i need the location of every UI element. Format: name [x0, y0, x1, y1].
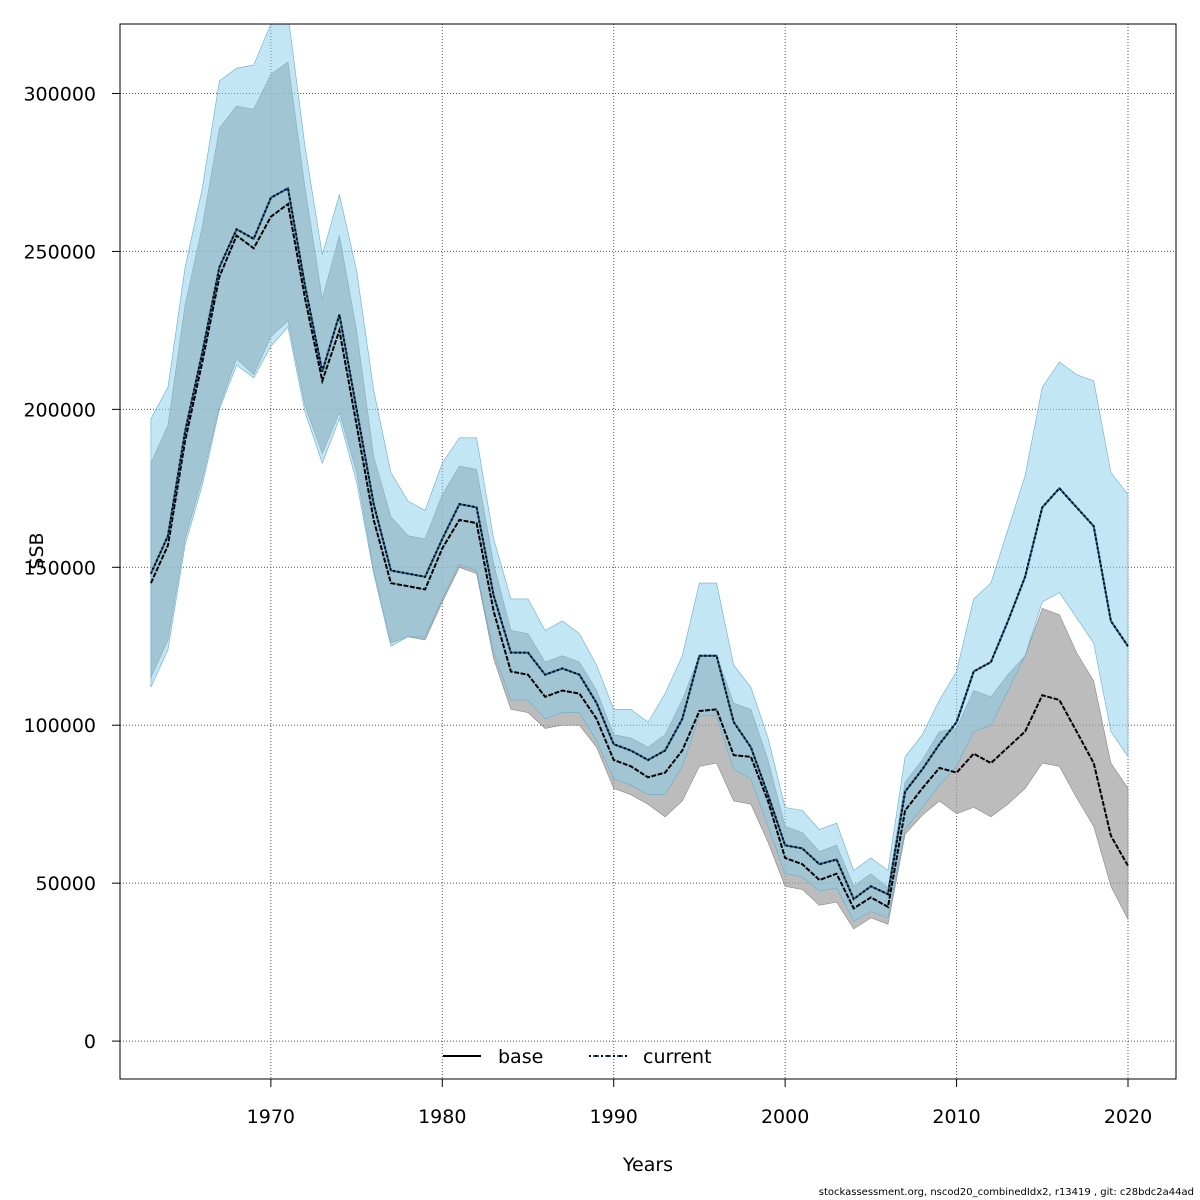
x-tick-label: 1970: [247, 1106, 295, 1128]
x-axis-title: Years: [622, 1154, 673, 1176]
legend-label-base: base: [498, 1046, 543, 1068]
y-tick-label: 300000: [23, 83, 96, 105]
y-tick-label: 200000: [23, 399, 96, 421]
y-tick-label: 100000: [23, 715, 96, 737]
x-tick-label: 1980: [418, 1106, 466, 1128]
series-lines: [149, 186, 1129, 910]
legend-label-current: current: [643, 1046, 712, 1068]
band-current: [150, 24, 1129, 922]
y-tick-label: 150000: [23, 557, 96, 579]
y-axis-title: SSB: [26, 532, 48, 569]
x-tick-label: 2000: [761, 1106, 809, 1128]
series-line-current: [149, 186, 1129, 901]
x-axis: 1970 1980 1990 2000 2010 2020: [247, 1078, 1152, 1128]
x-tick-label: 2020: [1104, 1106, 1152, 1128]
y-axis: 0 50000 100000 150000 200000 250000 300000: [23, 83, 121, 1053]
footer-credit: stockassessment.org, nscod20_combinedIdx…: [818, 1187, 1194, 1198]
x-tick-label: 1990: [590, 1106, 638, 1128]
y-tick-label: 50000: [36, 873, 96, 895]
x-tick-label: 2010: [932, 1106, 980, 1128]
legend: base current: [443, 1046, 712, 1068]
y-tick-label: 0: [84, 1031, 96, 1053]
series-line-base: [149, 202, 1129, 910]
confidence-bands: [150, 24, 1129, 930]
y-tick-label: 250000: [23, 241, 96, 263]
